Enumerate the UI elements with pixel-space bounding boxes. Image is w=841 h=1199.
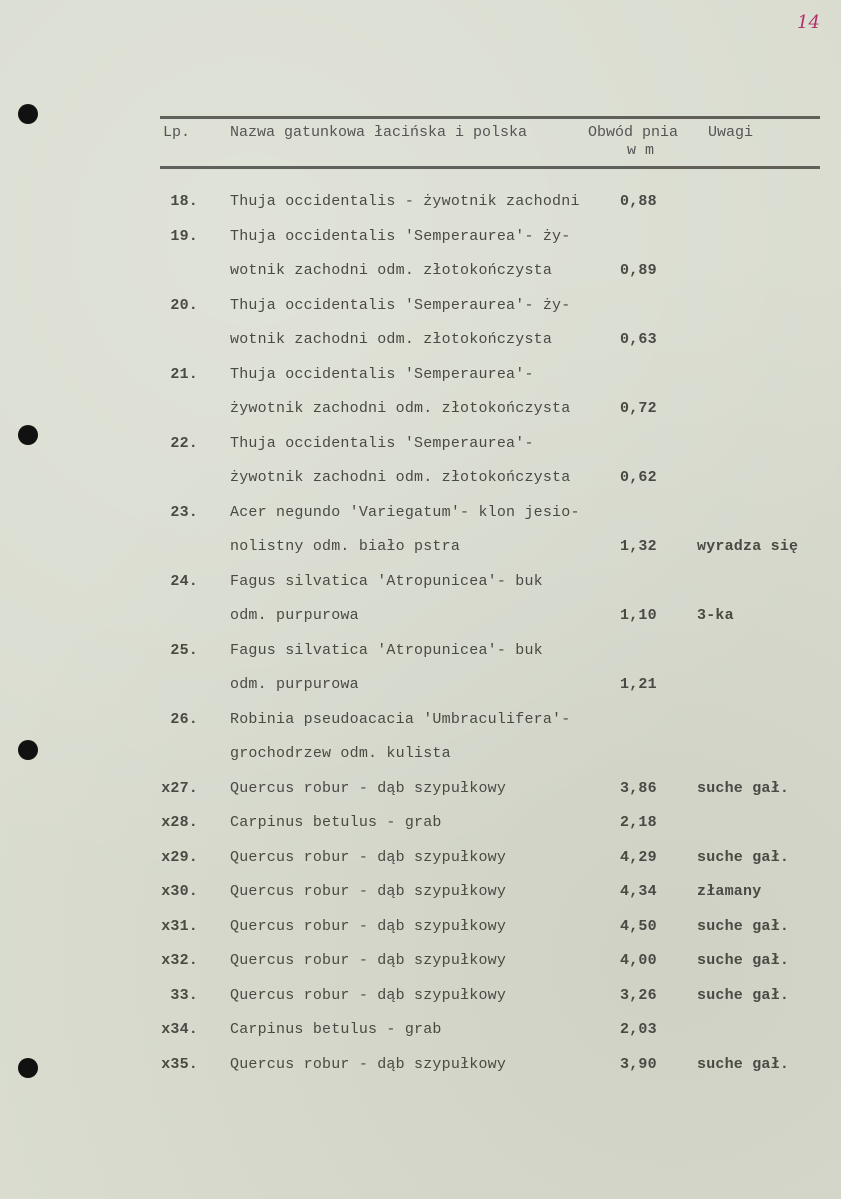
row-number: x34.: [161, 1021, 198, 1038]
header-uwagi: Uwagi: [708, 124, 754, 141]
trunk-circumference: 1,21: [620, 676, 657, 693]
trunk-circumference: 0,72: [620, 400, 657, 417]
trunk-circumference: 1,10: [620, 607, 657, 624]
row-number: 21.: [170, 365, 198, 383]
remarks: suche gał.: [697, 1055, 790, 1073]
row-number: x29.: [161, 848, 198, 866]
remarks: suche gał.: [697, 986, 790, 1004]
header-bottom-rule: [160, 166, 820, 169]
species-name: odm. purpurowa: [230, 607, 359, 624]
species-name: Quercus robur - dąb szypułkowy: [230, 779, 507, 797]
row-number: 22.: [170, 434, 198, 452]
trunk-circumference: 2,03: [620, 1021, 657, 1038]
species-name: Thuja occidentalis - żywotnik zachodni: [230, 193, 580, 210]
species-name: Quercus robur - dąb szypułkowy: [230, 883, 507, 900]
species-name: Quercus robur - dąb szypułkowy: [230, 917, 507, 935]
header-name: Nazwa gatunkowa łacińska i polska: [230, 124, 528, 141]
species-name: Quercus robur - dąb szypułkowy: [230, 1055, 507, 1073]
trunk-circumference: 3,26: [620, 986, 657, 1004]
row-number: 24.: [170, 572, 198, 590]
remarks: 3-ka: [697, 607, 734, 624]
trunk-circumference: 0,89: [620, 262, 657, 279]
row-number: 26.: [170, 710, 198, 728]
species-name: Thuja occidentalis 'Semperaurea'-: [230, 434, 534, 452]
trunk-circumference: 4,34: [620, 883, 657, 900]
row-number: 20.: [170, 296, 198, 314]
species-name: Thuja occidentalis 'Semperaurea'-: [230, 365, 534, 383]
remarks: suche gał.: [697, 848, 790, 866]
trunk-circumference: 0,88: [620, 193, 657, 210]
trunk-circumference: 3,86: [620, 779, 657, 797]
remarks: suche gał.: [697, 917, 790, 935]
species-name: Fagus silvatica 'Atropunicea'- buk: [230, 641, 543, 659]
trunk-circumference: 1,32: [620, 538, 657, 555]
remarks: wyradza się: [697, 538, 799, 555]
header-top-rule: [160, 116, 820, 119]
species-name: Fagus silvatica 'Atropunicea'- buk: [230, 572, 543, 590]
species-name: Carpinus betulus - grab: [230, 814, 442, 831]
species-name: Quercus robur - dąb szypułkowy: [230, 952, 507, 969]
row-number: x35.: [161, 1055, 198, 1073]
row-number: x27.: [161, 779, 198, 797]
species-name: Acer negundo 'Variegatum'- klon jesio-: [230, 503, 580, 521]
trunk-circumference: 4,29: [620, 848, 657, 866]
trunk-circumference: 4,00: [620, 952, 657, 969]
remarks: suche gał.: [697, 779, 790, 797]
species-name: grochodrzew odm. kulista: [230, 745, 451, 762]
row-number: x31.: [161, 917, 198, 935]
row-number: 19.: [170, 227, 198, 245]
species-name: Robinia pseudoacacia 'Umbraculifera'-: [230, 710, 571, 728]
punch-hole: [18, 740, 38, 760]
species-name: Quercus robur - dąb szypułkowy: [230, 986, 507, 1004]
row-number: 23.: [170, 503, 198, 521]
row-number: x30.: [161, 883, 198, 900]
remarks: złamany: [697, 883, 762, 900]
header-obwod-unit: w m: [627, 142, 655, 159]
trunk-circumference: 0,63: [620, 331, 657, 348]
punch-hole: [18, 425, 38, 445]
species-name: Carpinus betulus - grab: [230, 1021, 442, 1038]
species-name: żywotnik zachodni odm. złotokończysta: [230, 400, 571, 417]
species-name: wotnik zachodni odm. złotokończysta: [230, 331, 553, 348]
punch-hole: [18, 104, 38, 124]
header-lp: Lp.: [163, 124, 191, 141]
species-name: Thuja occidentalis 'Semperaurea'- ży-: [230, 227, 571, 245]
row-number: 25.: [170, 641, 198, 659]
species-name: Thuja occidentalis 'Semperaurea'- ży-: [230, 296, 571, 314]
species-name: odm. purpurowa: [230, 676, 359, 693]
trunk-circumference: 4,50: [620, 917, 657, 935]
page-number: 14: [797, 12, 820, 33]
row-number: 18.: [170, 193, 198, 210]
row-number: x28.: [161, 814, 198, 831]
species-name: żywotnik zachodni odm. złotokończysta: [230, 469, 571, 486]
trunk-circumference: 3,90: [620, 1055, 657, 1073]
species-name: nolistny odm. biało pstra: [230, 538, 461, 555]
trunk-circumference: 0,62: [620, 469, 657, 486]
row-number: 33.: [170, 986, 198, 1004]
header-obwod: Obwód pnia: [588, 124, 679, 141]
species-name: wotnik zachodni odm. złotokończysta: [230, 262, 553, 279]
row-number: x32.: [161, 952, 198, 969]
punch-hole: [18, 1058, 38, 1078]
remarks: suche gał.: [697, 952, 790, 969]
trunk-circumference: 2,18: [620, 814, 657, 831]
species-name: Quercus robur - dąb szypułkowy: [230, 848, 507, 866]
